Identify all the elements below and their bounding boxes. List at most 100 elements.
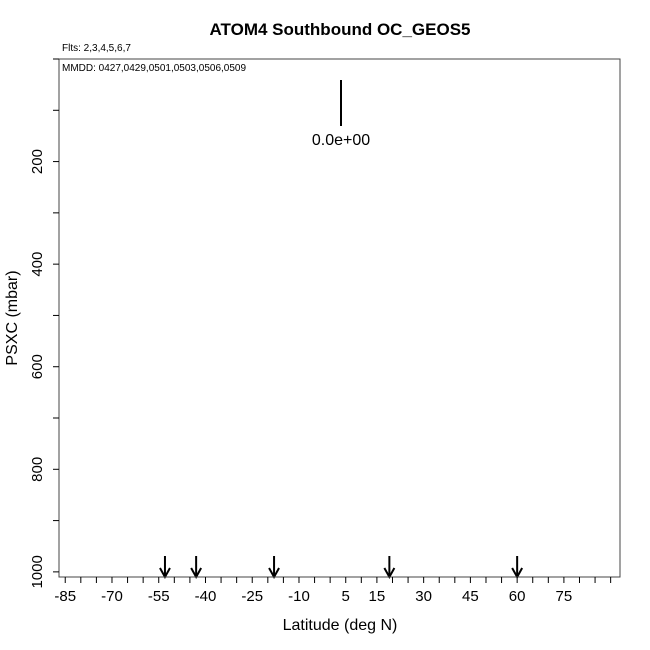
x-tick-label: 60 [509, 588, 526, 605]
sample-dot [275, 374, 280, 379]
sample-dot [510, 414, 515, 419]
sample-dot [328, 524, 333, 529]
sample-dot [183, 331, 188, 336]
sample-dot [353, 262, 358, 267]
sample-dot [136, 468, 141, 473]
sample-dot [124, 478, 129, 483]
sample-dot [232, 430, 237, 435]
sample-dot [142, 520, 147, 525]
x-tick-label: -55 [148, 588, 170, 605]
sample-dot [156, 376, 161, 381]
sample-dot [181, 233, 186, 238]
sample-dot [151, 370, 156, 375]
sample-dot [209, 409, 214, 414]
sample-dot [338, 442, 343, 447]
sample-dot [171, 271, 176, 276]
sample-dot [154, 473, 159, 478]
sample-dot [295, 303, 300, 308]
sample-dot [498, 272, 503, 277]
sample-dot [194, 295, 199, 300]
sample-dot [362, 493, 367, 498]
sample-dot [161, 292, 166, 297]
sample-dot [338, 515, 343, 520]
sample-dot [417, 370, 422, 375]
sample-dot [187, 532, 192, 537]
sample-dot [213, 271, 218, 276]
sample-dot [422, 218, 427, 223]
sample-dot [175, 350, 180, 355]
sample-dot [302, 454, 307, 459]
sample-dot [89, 337, 94, 342]
sample-dot [179, 247, 184, 252]
sample-dot [92, 360, 97, 365]
sample-dot [267, 210, 272, 215]
sample-dot [237, 313, 242, 318]
sample-dot [141, 347, 146, 352]
sample-dot [257, 374, 262, 379]
sample-dot [289, 428, 294, 433]
sample-dot [196, 514, 201, 519]
sample-dot [168, 529, 173, 534]
sample-dot [187, 292, 192, 297]
sample-dot [527, 274, 532, 279]
sample-dot [219, 197, 224, 202]
sample-dot [116, 383, 121, 388]
sample-dot [349, 443, 354, 448]
sample-dot [198, 342, 203, 347]
sample-dot [290, 455, 295, 460]
sample-dot [307, 265, 312, 270]
sample-dot [105, 486, 110, 491]
sample-dot [149, 414, 154, 419]
sample-dot [144, 307, 149, 312]
sample-dot [172, 388, 177, 393]
sample-dot [205, 385, 210, 390]
sample-dot [102, 299, 107, 304]
sample-dot [146, 338, 151, 343]
sample-dot [441, 509, 446, 514]
sample-dot [217, 483, 222, 488]
flight-markers [159, 556, 524, 580]
sample-dot [519, 560, 524, 565]
sample-dot [364, 177, 369, 182]
sample-dot [188, 549, 193, 554]
sample-dot [423, 287, 428, 292]
sample-dot [241, 266, 246, 271]
sample-dot [231, 293, 236, 298]
sample-dot [462, 284, 467, 289]
sample-dot [302, 389, 307, 394]
sample-dot [136, 240, 141, 245]
sample-dot [365, 210, 370, 215]
sample-dot [160, 518, 165, 523]
sample-dot [160, 473, 165, 478]
sample-dot [126, 214, 131, 219]
sample-dot [139, 345, 144, 350]
sample-dot [104, 238, 109, 243]
sample-dot [197, 545, 202, 550]
sample-dot [310, 537, 315, 542]
sample-dot [162, 335, 167, 340]
sample-dot [130, 452, 135, 457]
sample-dot [423, 421, 428, 426]
sample-dot [184, 168, 189, 173]
sample-dot [231, 186, 236, 191]
sample-dot [127, 312, 132, 317]
sample-dot [171, 208, 176, 213]
sample-dot [312, 325, 317, 330]
sample-dot [208, 277, 213, 282]
sample-dot [107, 249, 112, 254]
sample-dot [453, 303, 458, 308]
sample-dot [119, 505, 124, 510]
sample-dot [276, 160, 281, 165]
sample-dot [465, 421, 470, 426]
sample-dot [286, 453, 291, 458]
sample-dot [275, 331, 280, 336]
plot-frame [58, 58, 621, 578]
sample-dot [88, 419, 93, 424]
sample-dot [160, 353, 165, 358]
sample-dot [316, 442, 321, 447]
sample-dot [116, 536, 121, 541]
sample-dot [114, 239, 119, 244]
sample-dot [215, 266, 220, 271]
x-tick-label: -10 [288, 588, 310, 605]
